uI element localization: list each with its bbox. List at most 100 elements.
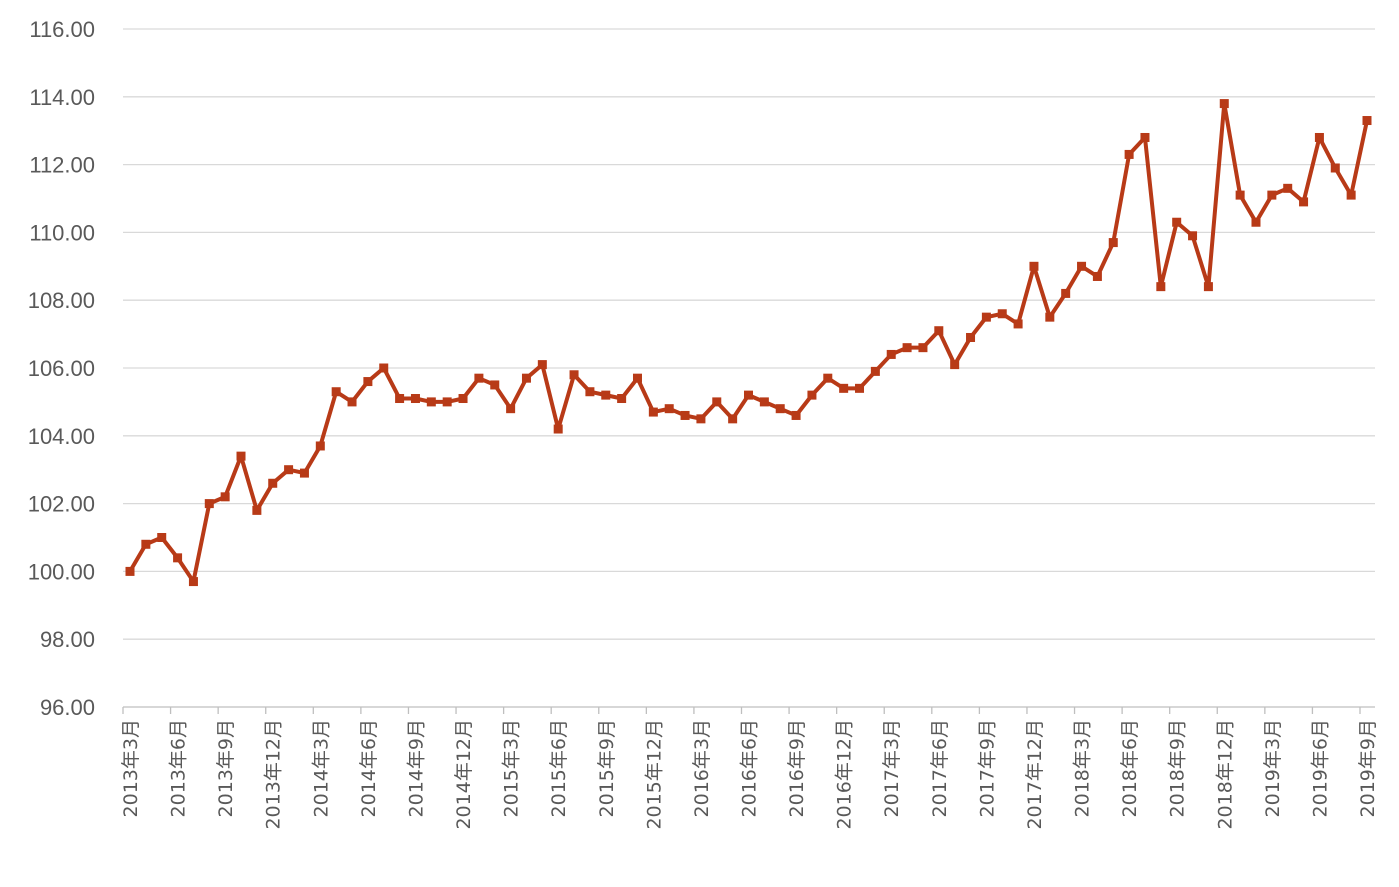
data-point [886,349,896,359]
data-point [1124,149,1134,159]
data-point [648,407,658,417]
x-tick-label: 2018年6月 [1119,719,1141,817]
x-tick-label: 2016年6月 [739,719,761,817]
data-point [410,394,420,404]
data-point [1061,288,1071,298]
x-tick-label: 2014年9月 [405,719,427,817]
series-line [128,101,1369,584]
x-tick-label: 2018年9月 [1167,719,1189,817]
data-point [918,343,928,353]
data-point [1346,190,1356,200]
data-point [870,366,880,376]
x-tick-label: 2016年3月 [691,719,713,817]
x-tick-label: 2018年3月 [1072,719,1094,817]
x-tick-label: 2013年3月 [120,719,142,817]
data-point [474,373,484,383]
data-point [839,383,849,393]
data-point [1362,116,1372,126]
x-tick-label: 2017年3月 [881,719,903,817]
data-point [1219,99,1229,109]
y-tick-label: 106.00 [28,356,95,381]
data-point [553,424,563,434]
x-tick-label: 2015年3月 [501,719,523,817]
x-tick-label: 2014年6月 [358,719,380,817]
gridlines [123,28,1375,640]
data-point [268,478,278,488]
data-point [490,380,500,390]
data-point [934,326,944,336]
x-tick-label: 2016年9月 [786,719,808,817]
x-tick-label: 2014年12月 [453,719,475,830]
x-tick-label: 2015年9月 [596,719,618,817]
data-point [204,499,214,509]
data-point [1013,319,1023,329]
data-point [1330,163,1340,173]
data-point [236,451,246,461]
data-point [1045,312,1055,322]
data-point [1299,197,1309,207]
data-point [1203,282,1213,292]
data-point [680,410,690,420]
data-point [981,312,991,322]
x-tick-label: 2013年12月 [263,719,285,830]
x-tick-label: 2017年6月 [929,719,951,817]
data-point [173,553,183,563]
data-point [395,394,405,404]
x-axis-tick-labels: 2013年3月 2013年6月 2013年9月 2013年12月 2014年3月 2014… [120,719,1379,830]
data-point [632,373,642,383]
y-tick-label: 110.00 [29,220,95,245]
data-point [1251,217,1261,227]
x-tick-label: 2017年12月 [1024,719,1046,830]
data-point [141,539,151,549]
data-point [966,332,976,342]
x-tick-label: 2015年12月 [643,719,665,830]
data-point [664,404,674,414]
data-point [1029,261,1039,271]
y-tick-label: 96.00 [40,695,95,720]
y-axis-tick-labels: 96.00 98.00 100.00 102.00 104.00 106.00 108.00… [28,17,95,720]
x-tick-label: 2015年6月 [548,719,570,817]
data-point [1092,271,1102,281]
y-tick-label: 116.00 [29,17,95,42]
y-tick-label: 108.00 [28,288,95,313]
data-point [744,390,753,400]
data-point [585,387,595,397]
data-point [997,309,1007,319]
data-point [188,577,198,587]
data-point [284,465,294,475]
data-point [902,343,912,353]
data-point [1108,238,1118,248]
y-tick-label: 104.00 [28,424,95,449]
data-point [157,533,167,542]
y-tick-label: 112.00 [29,153,95,178]
data-point [807,390,817,400]
data-point [775,404,785,414]
x-tick-label: 2018年12月 [1214,719,1236,830]
data-point [1188,231,1198,241]
data-point [1267,190,1277,200]
data-point [1140,132,1150,142]
data-point [521,373,531,383]
y-tick-label: 98.00 [40,627,95,652]
data-point [1314,132,1324,142]
data-point [696,414,706,424]
x-tick-label: 2013年9月 [215,719,237,817]
x-tick-label: 2019年9月 [1357,719,1379,817]
x-tick-label: 2013年6月 [168,719,190,817]
x-tick-label: 2016年12月 [834,719,856,830]
data-point [299,468,309,478]
data-point [617,394,627,404]
x-tick-label: 2014年3月 [310,719,332,817]
y-tick-label: 100.00 [28,559,95,584]
data-point [950,360,960,370]
data-point [363,377,373,387]
data-point [1235,190,1245,200]
data-point [331,387,341,397]
data-point [759,397,769,407]
series-group [125,99,1372,587]
data-point [537,360,547,370]
x-axis [122,706,1375,714]
data-point [569,370,579,380]
data-point [601,390,611,400]
data-point [506,404,516,414]
